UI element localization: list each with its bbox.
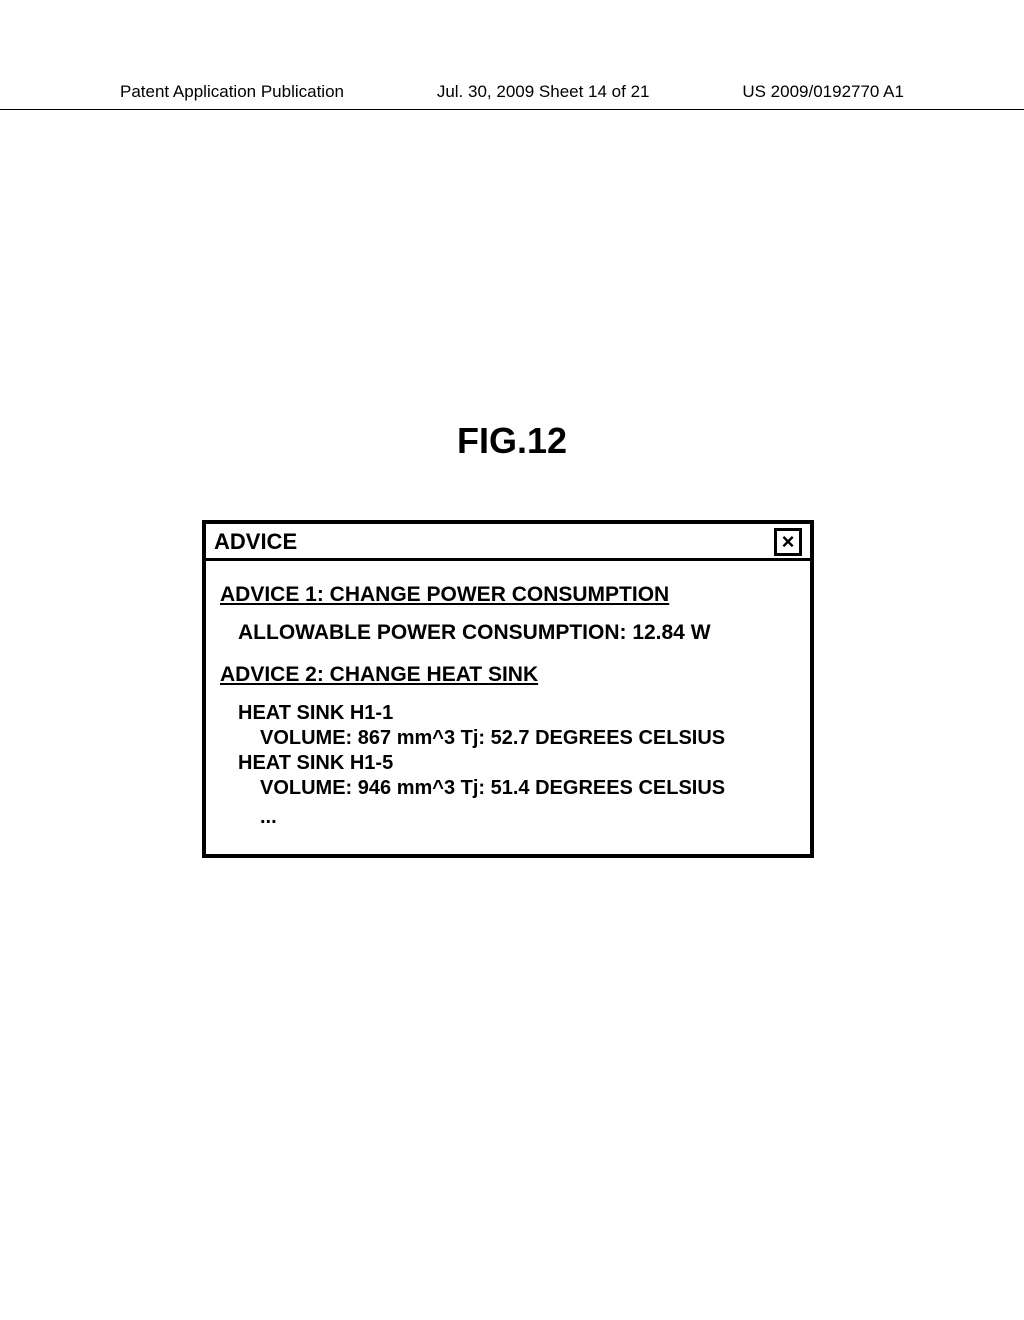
page-header: Patent Application Publication Jul. 30, … [0, 82, 1024, 110]
heatsink-spec: VOLUME: 867 mm^3 Tj: 52.7 DEGREES CELSIU… [260, 726, 796, 751]
advice-1-detail: ALLOWABLE POWER CONSUMPTION: 12.84 W [238, 621, 796, 645]
close-icon: × [782, 531, 795, 553]
header-date-sheet: Jul. 30, 2009 Sheet 14 of 21 [437, 82, 650, 102]
advice-1-heading: ADVICE 1: CHANGE POWER CONSUMPTION [220, 583, 796, 607]
advice-dialog: ADVICE × ADVICE 1: CHANGE POWER CONSUMPT… [202, 520, 814, 858]
heatsink-list: HEAT SINK H1-1 VOLUME: 867 mm^3 Tj: 52.7… [238, 701, 796, 830]
header-publication: Patent Application Publication [120, 82, 344, 102]
header-patent-number: US 2009/0192770 A1 [742, 82, 904, 102]
heatsink-name: HEAT SINK H1-5 [238, 751, 796, 776]
close-button[interactable]: × [774, 528, 802, 556]
heatsink-name: HEAT SINK H1-1 [238, 701, 796, 726]
advice-2-heading: ADVICE 2: CHANGE HEAT SINK [220, 663, 796, 687]
dialog-titlebar: ADVICE × [206, 524, 810, 561]
ellipsis: ... [260, 805, 796, 830]
figure-label: FIG.12 [0, 420, 1024, 462]
dialog-body: ADVICE 1: CHANGE POWER CONSUMPTION ALLOW… [206, 561, 810, 854]
heatsink-spec: VOLUME: 946 mm^3 Tj: 51.4 DEGREES CELSIU… [260, 776, 796, 801]
dialog-title: ADVICE [214, 529, 297, 555]
